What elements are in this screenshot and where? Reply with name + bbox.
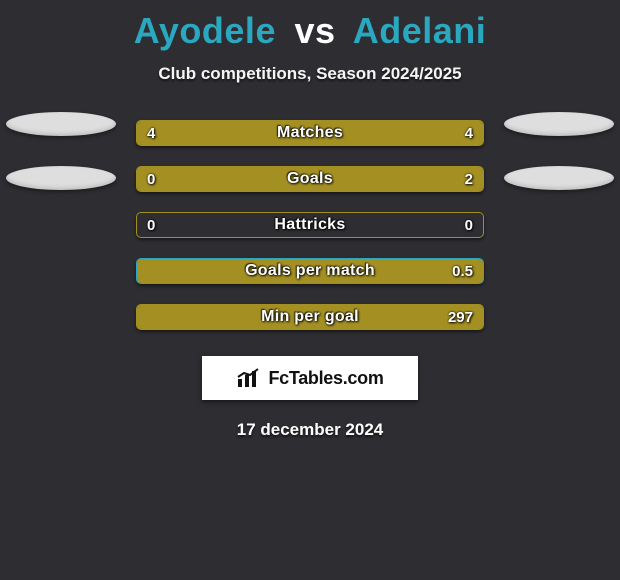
- logo-text: FcTables.com: [268, 368, 383, 389]
- vs-text: vs: [294, 10, 335, 51]
- left-ellipses-column: [6, 112, 116, 190]
- stat-bar-value-right: 0: [465, 213, 473, 237]
- stat-bar: Goals per match0.5: [136, 258, 484, 284]
- stat-bar: Goals0 2: [136, 166, 484, 192]
- comparison-title: Ayodele vs Adelani: [0, 0, 620, 52]
- stat-bar-value-right: 297: [448, 305, 473, 329]
- stat-bar: Hattricks0 0: [136, 212, 484, 238]
- stat-bar-label: Hattricks: [137, 213, 483, 237]
- player2-name: Adelani: [353, 10, 487, 51]
- stat-bar-value-right: 0.5: [452, 259, 473, 283]
- stat-bar-label: Goals: [137, 167, 483, 191]
- chart-icon: [236, 367, 262, 389]
- stat-bar-label: Matches: [137, 121, 483, 145]
- decorative-ellipse: [6, 112, 116, 136]
- comparison-stage: Matches44Goals02Hattricks00Goals per mat…: [0, 120, 620, 330]
- logo-box: FcTables.com: [202, 356, 418, 400]
- right-ellipses-column: [504, 112, 614, 190]
- stat-bar-value-left: 4: [147, 121, 155, 145]
- stat-bars: Matches44Goals02Hattricks00Goals per mat…: [136, 120, 484, 330]
- stat-bar-value-right: 2: [465, 167, 473, 191]
- subtitle: Club competitions, Season 2024/2025: [0, 64, 620, 84]
- decorative-ellipse: [504, 112, 614, 136]
- player1-name: Ayodele: [134, 10, 276, 51]
- decorative-ellipse: [6, 166, 116, 190]
- decorative-ellipse: [504, 166, 614, 190]
- stat-bar: Min per goal297: [136, 304, 484, 330]
- stat-bar: Matches4 4: [136, 120, 484, 146]
- stat-bar-label: Goals per match: [137, 259, 483, 283]
- stat-bar-value-right: 4: [465, 121, 473, 145]
- stat-bar-value-left: 0: [147, 213, 155, 237]
- snapshot-date: 17 december 2024: [0, 420, 620, 440]
- stat-bar-value-left: 0: [147, 167, 155, 191]
- stat-bar-label: Min per goal: [137, 305, 483, 329]
